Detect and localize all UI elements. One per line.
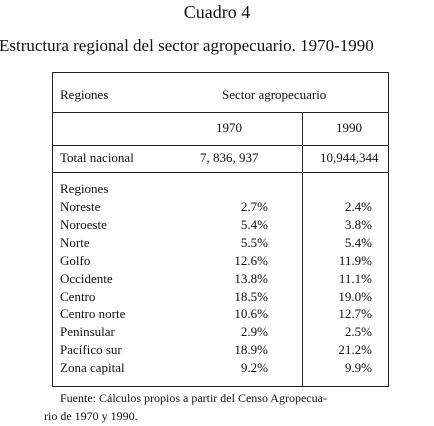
value-1970: 18.5% (234, 288, 268, 304)
value-1990: 11.1% (338, 270, 372, 286)
value-1970: 10.6% (234, 306, 268, 322)
value-1970: 12.6% (234, 252, 268, 268)
value-1990: 3.8% (344, 216, 372, 232)
region-name: Noroeste (60, 216, 107, 232)
region-name: Centro (60, 288, 96, 304)
value-1990: 12.7% (338, 306, 372, 322)
region-name: Norte (60, 234, 90, 250)
region-name: Zona capital (60, 360, 125, 376)
value-1970: 5.4% (240, 216, 268, 232)
value-1970: 2.7% (240, 199, 268, 214)
value-1970: 13.8% (234, 270, 268, 286)
value-1990: 2.5% (344, 324, 372, 340)
value-1990: 21.2% (338, 342, 372, 358)
column-rule (302, 112, 303, 386)
column-header: Regiones (60, 87, 109, 102)
value-1990: 5.4% (344, 234, 372, 250)
footnote: rio de 1970 y 1990. (44, 409, 138, 423)
section-label: Regiones (60, 181, 109, 196)
footnote: Fuente: Cálculos propios a partir del Ce… (60, 391, 327, 405)
value-1970: 2.9% (240, 324, 268, 340)
value-1990: 9.9% (344, 360, 372, 376)
value-1970: 5.5% (240, 234, 268, 250)
region-name: Occidente (60, 270, 113, 286)
year-header: 1970 (216, 120, 242, 135)
rule (52, 145, 389, 146)
rule (52, 172, 389, 173)
region-name: Centro norte (60, 306, 126, 322)
total-label: Total nacional (60, 150, 134, 165)
region-name: Pacífico sur (60, 342, 122, 358)
column-header: Sector agropecuario (222, 87, 327, 102)
value-1990: 2.4% (344, 199, 372, 214)
rule (52, 112, 389, 113)
region-name: Golfo (60, 252, 91, 268)
title: Cuadro 4 (183, 2, 251, 22)
value-1990: 11.9% (338, 252, 372, 268)
total-value: 7, 836, 937 (200, 150, 259, 165)
subtitle: Estructura regional del sector agropecua… (0, 36, 374, 55)
table-frame (52, 72, 389, 387)
region-name: Noreste (60, 199, 101, 214)
total-value: 10,944,344 (320, 150, 379, 165)
value-1970: 18.9% (234, 342, 268, 358)
year-header: 1990 (336, 120, 362, 135)
value-1990: 19.0% (338, 288, 372, 304)
value-1970: 9.2% (240, 360, 268, 376)
region-name: Peninsular (60, 324, 115, 340)
